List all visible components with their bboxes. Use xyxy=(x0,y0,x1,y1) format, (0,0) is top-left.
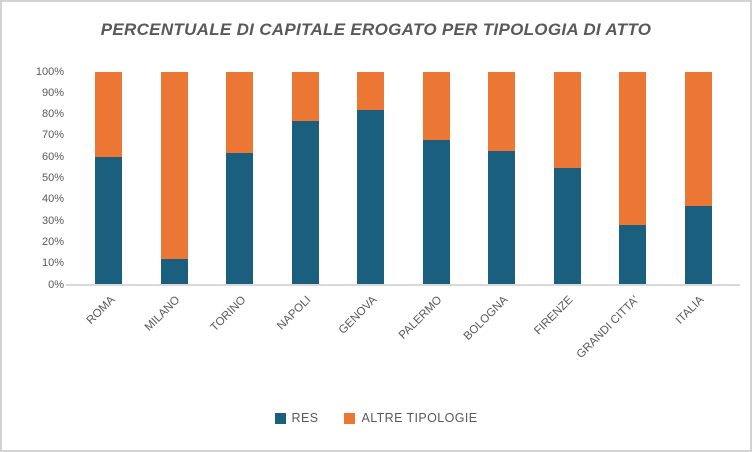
x-axis-line xyxy=(66,284,740,286)
bar-segment-altre-tipologie xyxy=(160,72,188,260)
legend: RES ALTRE TIPOLOGIE xyxy=(2,411,750,425)
legend-item-res: RES xyxy=(274,411,319,425)
bar-segment-altre-tipologie xyxy=(422,72,450,141)
bar-roma xyxy=(95,72,122,285)
bar-genova xyxy=(357,72,384,285)
bar-milano xyxy=(160,72,188,285)
bar-segment-altre-tipologie xyxy=(226,72,253,153)
y-tick-label: 20% xyxy=(41,235,64,248)
bar-segment-res xyxy=(226,152,253,285)
bar-segment-res xyxy=(422,140,450,285)
chart-title: PERCENTUALE DI CAPITALE EROGATO PER TIPO… xyxy=(100,20,652,39)
y-tick-label: 10% xyxy=(41,257,64,270)
y-tick-label: 60% xyxy=(41,150,64,163)
y-tick-label: 100% xyxy=(35,65,64,78)
bar-segment-res xyxy=(357,110,384,285)
y-tick-label: 40% xyxy=(41,193,64,206)
bar-segment-res xyxy=(95,157,122,285)
bar-segment-altre-tipologie xyxy=(684,72,712,207)
y-tick-label: 50% xyxy=(41,172,64,184)
bar-italia xyxy=(684,72,712,285)
y-tick-label: 0% xyxy=(48,278,64,291)
y-tick-label: 30% xyxy=(41,214,64,227)
bar-torino xyxy=(226,72,253,285)
bar-bologna xyxy=(488,72,515,285)
legend-item-altre-tipologie: ALTRE TIPOLOGIE xyxy=(344,411,477,425)
bar-firenze xyxy=(553,72,581,285)
bar-segment-res xyxy=(160,259,188,285)
bar-segment-altre-tipologie xyxy=(553,72,581,168)
bar-segment-altre-tipologie xyxy=(357,72,384,111)
bar-segment-altre-tipologie xyxy=(488,72,515,151)
bar-segment-res xyxy=(553,167,581,285)
bar-grandi-citta- xyxy=(619,72,646,285)
y-tick-label: 80% xyxy=(41,108,64,121)
legend-label-altre-tipologie: ALTRE TIPOLOGIE xyxy=(361,411,478,425)
y-tick-label: 90% xyxy=(41,86,64,99)
x-label-roma: ROMA xyxy=(84,294,117,327)
legend-swatch-res xyxy=(274,412,286,424)
legend-swatch-altre-tipologie xyxy=(344,412,356,424)
bar-segment-altre-tipologie xyxy=(291,72,319,121)
bar-segment-res xyxy=(488,150,515,285)
bar-segment-altre-tipologie xyxy=(95,72,122,158)
bar-segment-altre-tipologie xyxy=(619,72,646,226)
y-tick-label: 70% xyxy=(41,129,64,142)
legend-label-res: RES xyxy=(291,411,319,425)
plot-area xyxy=(70,72,738,285)
bar-palermo xyxy=(422,72,450,285)
y-axis: 0% 10% 20% 30% 40% 50% 60% 70% 80% 90% 100% xyxy=(2,66,64,291)
bar-segment-res xyxy=(291,120,319,285)
bar-segment-res xyxy=(619,225,646,285)
bar-napoli xyxy=(291,72,319,285)
bar-segment-res xyxy=(684,206,712,285)
